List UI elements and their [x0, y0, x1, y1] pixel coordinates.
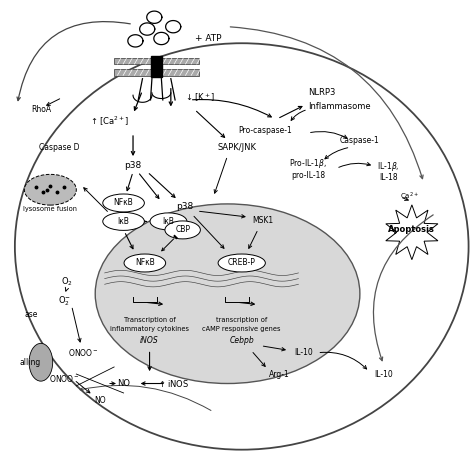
FancyBboxPatch shape	[114, 58, 199, 64]
Text: ONOO$^-$: ONOO$^-$	[68, 347, 99, 358]
Text: Cebpb: Cebpb	[229, 336, 254, 345]
Text: transcription of: transcription of	[216, 317, 267, 323]
Text: Inflammasome: Inflammasome	[308, 101, 371, 110]
Ellipse shape	[103, 212, 145, 230]
Text: Caspase-1: Caspase-1	[340, 136, 380, 145]
Text: O$_2^{-}$: O$_2^{-}$	[58, 294, 71, 308]
Text: p38: p38	[176, 202, 194, 211]
Ellipse shape	[218, 254, 265, 272]
FancyBboxPatch shape	[114, 69, 199, 76]
Text: NFκB: NFκB	[114, 199, 134, 208]
Text: IL-1$\beta$,: IL-1$\beta$,	[377, 160, 400, 173]
Text: IκB: IκB	[118, 217, 129, 226]
Text: NFκB: NFκB	[135, 258, 155, 267]
Text: MSK1: MSK1	[253, 216, 273, 225]
Text: O$_2$: O$_2$	[61, 276, 73, 288]
Polygon shape	[386, 205, 438, 260]
Bar	[151, 56, 162, 77]
Text: ase: ase	[24, 310, 38, 319]
Text: inflammatory cytokines: inflammatory cytokines	[110, 326, 189, 332]
Text: IL-18: IL-18	[379, 173, 398, 182]
Text: ONOO$^-$: ONOO$^-$	[49, 374, 80, 384]
Text: NO: NO	[94, 395, 106, 404]
Text: Apoptosis: Apoptosis	[388, 226, 435, 235]
Text: Transcription of: Transcription of	[124, 317, 175, 323]
Ellipse shape	[165, 221, 201, 239]
Ellipse shape	[150, 213, 187, 230]
Text: Pro-caspase-1: Pro-caspase-1	[238, 126, 292, 135]
Text: Pro-IL-1$\beta$,: Pro-IL-1$\beta$,	[289, 157, 327, 170]
Text: alling: alling	[19, 358, 41, 367]
Text: NO: NO	[117, 379, 130, 388]
Text: + ATP: + ATP	[195, 34, 222, 43]
Ellipse shape	[95, 204, 360, 383]
Text: RhoA: RhoA	[31, 105, 52, 114]
Text: IL-10: IL-10	[294, 348, 312, 357]
Text: NLRP3: NLRP3	[308, 88, 335, 97]
Text: Arg-1: Arg-1	[269, 370, 290, 379]
Text: SAPK/JNK: SAPK/JNK	[218, 143, 256, 152]
Ellipse shape	[124, 254, 165, 272]
Text: lysosome fusion: lysosome fusion	[23, 206, 77, 212]
Text: pro-IL-18: pro-IL-18	[291, 171, 325, 180]
Ellipse shape	[29, 343, 53, 381]
Text: p38: p38	[124, 161, 142, 170]
Text: $\uparrow$iNOS: $\uparrow$iNOS	[157, 378, 189, 389]
Text: IL-10: IL-10	[374, 370, 393, 379]
Ellipse shape	[24, 174, 76, 205]
Text: $\uparrow$[Ca$^{2+}$]: $\uparrow$[Ca$^{2+}$]	[89, 115, 129, 128]
Text: iNOS: iNOS	[140, 336, 159, 345]
Text: CREB-P: CREB-P	[228, 258, 255, 267]
Text: cAMP responsive genes: cAMP responsive genes	[202, 326, 281, 332]
Text: $\downarrow$[K$^+$]: $\downarrow$[K$^+$]	[183, 91, 215, 104]
Text: Caspase D: Caspase D	[38, 143, 79, 152]
Text: IκB: IκB	[163, 217, 174, 226]
Ellipse shape	[103, 194, 145, 212]
Text: CBP: CBP	[175, 226, 190, 235]
Text: Ca$^{2+}$: Ca$^{2+}$	[400, 191, 419, 202]
